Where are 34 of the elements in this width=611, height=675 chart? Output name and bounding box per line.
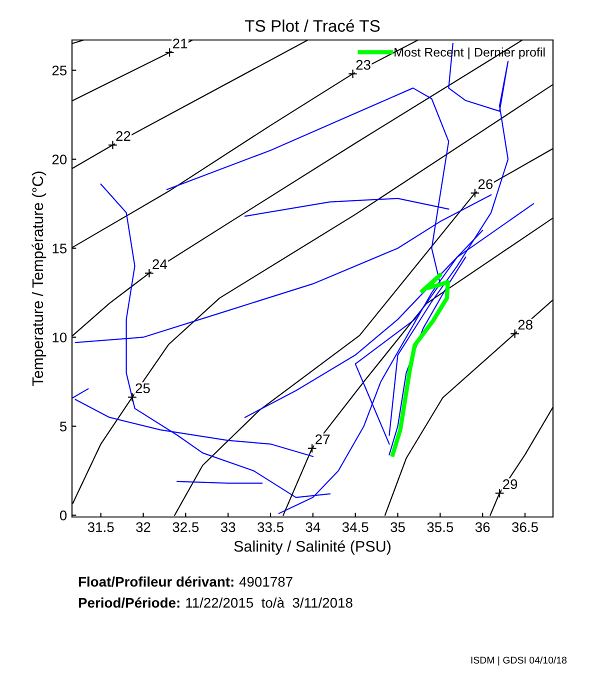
x-tick-label: 32.5 (172, 522, 199, 532)
y-tick-label: 0 (60, 510, 67, 520)
text: 11/22/2015 to/à 3/11/2018 (186, 597, 352, 608)
y-tick-label: 5 (60, 422, 67, 432)
x-tick-label: 32 (136, 522, 150, 532)
annotation: 21 (173, 38, 188, 48)
annotation: 23 (356, 60, 370, 70)
text: ISDM | GDSI 04/10/18 (471, 656, 567, 666)
annotation: 27 (316, 434, 330, 444)
x-tick-label: 36 (475, 522, 490, 532)
x-tick-label: 31.5 (88, 522, 114, 532)
y-tick-label: 20 (52, 154, 67, 164)
y-tick-label: 25 (52, 66, 67, 76)
x-tick-label: 34 (306, 522, 320, 532)
x-tick-label: 35.5 (427, 522, 454, 532)
x-tick-label: 34.5 (342, 522, 368, 532)
chart-title: TS Plot / Tracé TS (244, 19, 380, 32)
x-tick-label: 33.5 (258, 522, 284, 532)
text: Float/Profileur dérivant: (78, 576, 234, 587)
y-tick-label: 10 (52, 332, 67, 342)
x-tick-label: 33 (220, 522, 236, 532)
annotation: 26 (478, 179, 493, 190)
x-tick-label: 35 (390, 522, 405, 532)
text: 4901787 (239, 576, 292, 587)
annotation: 25 (136, 383, 150, 394)
y-axis-title: Temperature / Température (°C) (32, 172, 46, 386)
annotation: 29 (503, 479, 518, 490)
annotation: 22 (116, 131, 130, 141)
text: Period/Période: (78, 597, 180, 608)
x-tick-label: 36.5 (512, 522, 538, 532)
annotation: 28 (518, 320, 532, 330)
x-axis-title: Salinity / Salinité (PSU) (234, 540, 391, 555)
annotation: 24 (152, 259, 168, 269)
y-tick-label: 15 (52, 244, 67, 254)
